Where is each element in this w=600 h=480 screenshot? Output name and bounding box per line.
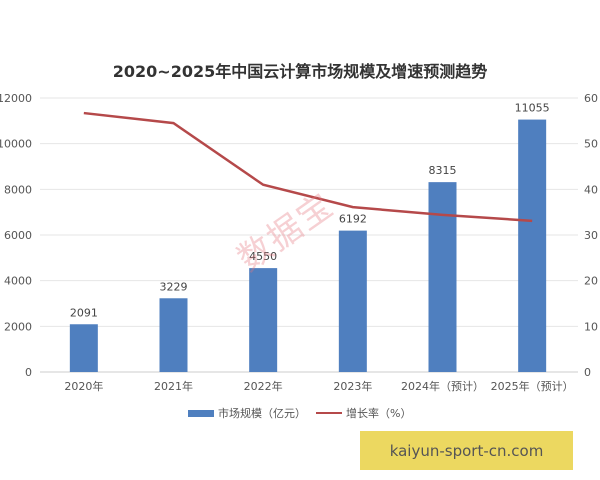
y-tick-label-left: 2000	[4, 320, 32, 333]
bar	[159, 298, 188, 372]
y-tick-label-left: 8000	[4, 183, 32, 196]
data-label: 11055	[515, 102, 550, 115]
x-tick-label: 2020年	[64, 379, 103, 393]
data-label: 8315	[429, 164, 457, 177]
y-tick-label-right: 40	[584, 183, 598, 196]
y-tick-label-right: 0	[584, 366, 591, 379]
legend-swatch-line	[316, 412, 342, 414]
x-tick-label: 2025年（预计）	[491, 379, 574, 393]
y-tick-label-right: 50	[584, 138, 598, 151]
y-tick-label-right: 20	[584, 275, 598, 288]
bar	[249, 268, 278, 372]
data-label: 6192	[339, 213, 367, 226]
y-tick-label-left: 6000	[4, 229, 32, 242]
y-tick-label-left: 10000	[0, 138, 32, 151]
y-tick-label-left: 12000	[0, 92, 32, 105]
bar	[428, 182, 457, 372]
legend-label-line: 增长率（%）	[346, 407, 412, 420]
data-label: 3229	[160, 280, 188, 293]
bar	[338, 230, 367, 372]
y-tick-label-left: 0	[25, 366, 32, 379]
x-tick-label: 2022年	[244, 379, 283, 393]
y-tick-label-right: 10	[584, 320, 598, 333]
data-label: 4550	[249, 250, 277, 263]
chart-title: 2020~2025年中国云计算市场规模及增速预测趋势	[112, 62, 488, 81]
x-tick-label: 2021年	[154, 379, 193, 393]
bar	[518, 119, 547, 372]
growth-line	[83, 111, 533, 223]
legend-swatch-bar	[188, 409, 214, 417]
y-tick-label-right: 30	[584, 229, 598, 242]
legend: 市场规模（亿元） 增长率（%）	[188, 405, 411, 421]
x-tick-label: 2024年（预计）	[401, 379, 484, 393]
bar	[69, 324, 98, 372]
site-label[interactable]: kaiyun-sport-cn.com	[360, 431, 573, 470]
data-label: 2091	[70, 306, 98, 319]
y-tick-label-right: 60	[584, 92, 598, 105]
y-tick-label-left: 4000	[4, 275, 32, 288]
x-tick-label: 2023年	[333, 379, 372, 393]
legend-label-bar: 市场规模（亿元）	[218, 407, 306, 420]
